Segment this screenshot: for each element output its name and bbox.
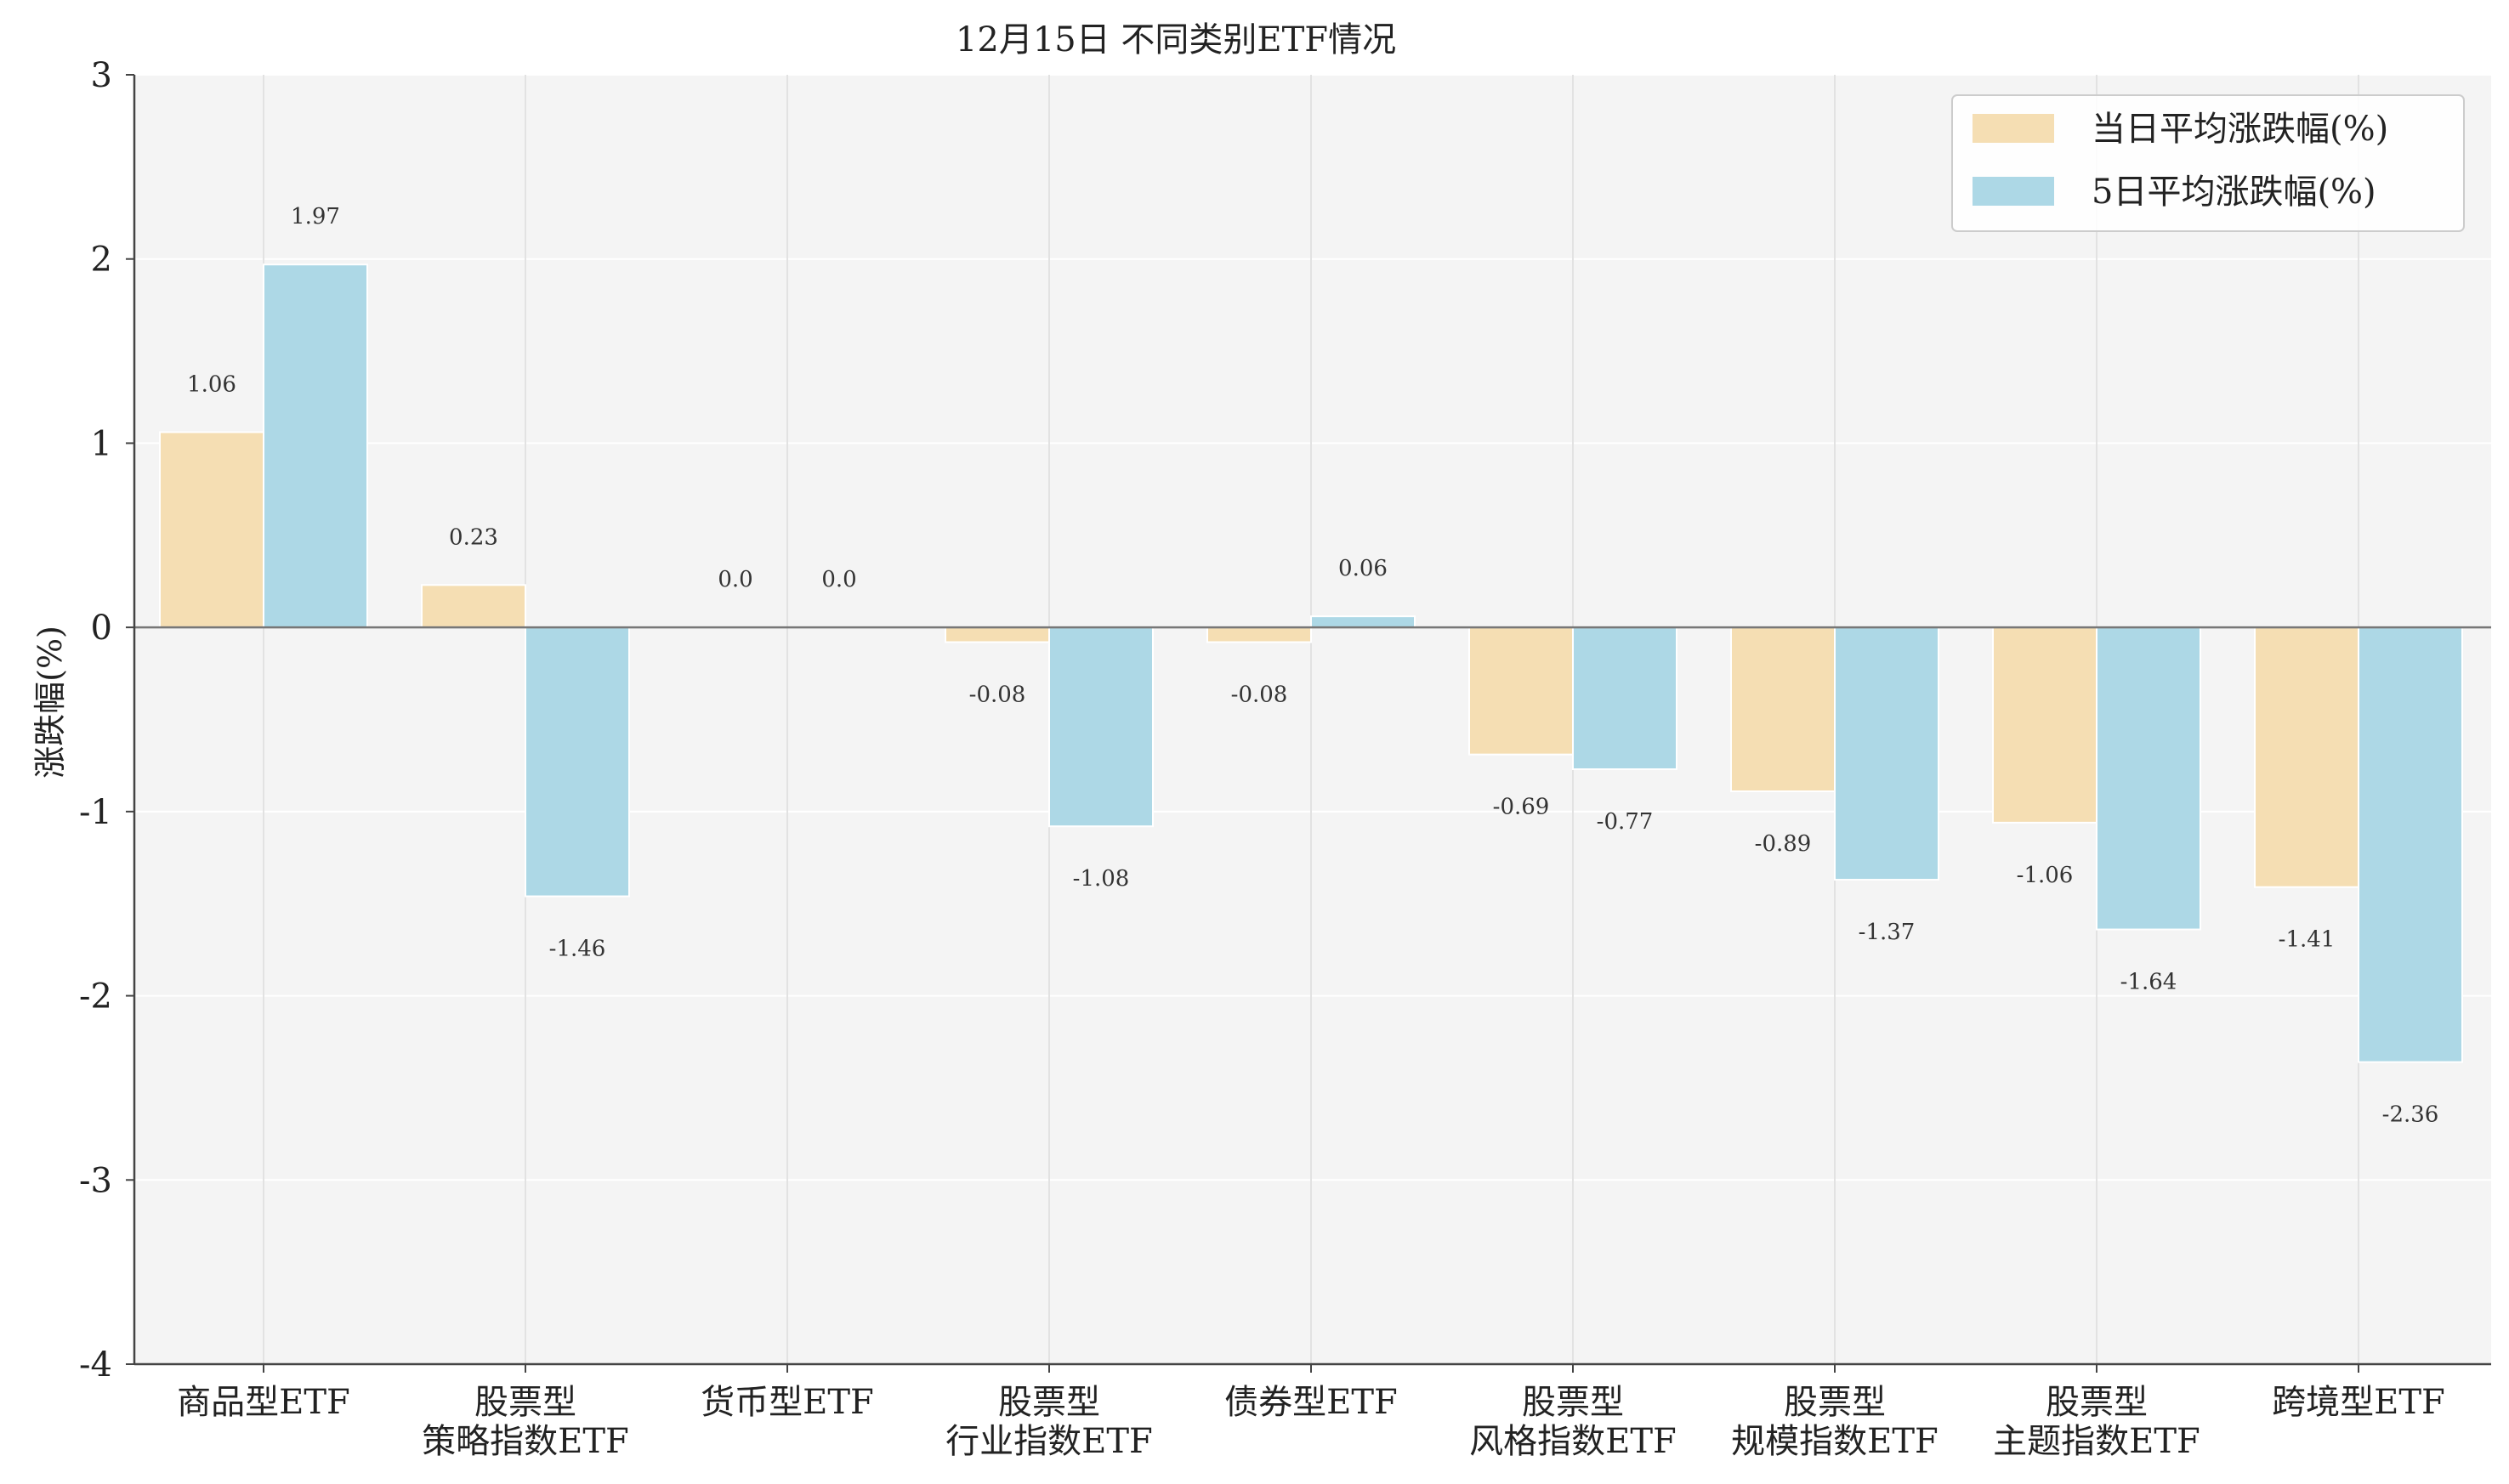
legend-swatch-5day [1973,177,2054,206]
x-tick-label: 股票型 [474,1383,576,1422]
data-label: -2.36 [2382,1102,2439,1128]
x-tick-label: 货币型ETF [701,1383,874,1422]
y-tick-label: -2 [79,977,112,1017]
y-axis-label: 涨跌幅(%) [31,626,69,779]
data-label: 0.06 [1338,556,1388,581]
bar-daily [2254,626,2359,888]
bar-5day [263,263,368,629]
bar-daily [159,431,264,629]
data-label: -1.06 [2017,863,2074,888]
bar-5day [2358,626,2463,1063]
x-tick-label: 股票型 [1784,1383,1886,1422]
legend-swatch-daily [1973,114,2054,143]
data-label: 1.06 [187,371,236,397]
data-label: -0.69 [1493,795,1550,820]
bar-daily [1730,626,1836,793]
y-tick-label: -1 [79,793,112,832]
x-tick-label: 股票型 [2046,1383,2148,1422]
y-tick-label: -4 [79,1345,112,1385]
x-tick-label: 主题指数ETF [1993,1422,2200,1461]
bar-daily [1992,626,2097,824]
data-label: -1.41 [2279,927,2336,953]
data-label: 0.0 [718,567,752,592]
data-label: -1.08 [1073,866,1130,892]
data-label: -1.64 [2120,970,2177,995]
legend-label-5day: 5日平均涨跌幅(%) [2092,173,2376,212]
y-tick-label: 0 [91,609,112,648]
bar-daily [1468,626,1574,756]
bar-5day [2096,626,2201,931]
legend-box [1951,94,2465,232]
data-label: 0.23 [449,524,498,550]
x-tick-label: 行业指数ETF [945,1422,1153,1461]
bar-5day [1834,626,1939,881]
bar-5day [1048,626,1154,828]
bar-5day [1572,626,1677,771]
data-label: -1.37 [1859,920,1916,945]
bar-5day [1310,615,1416,629]
bar-daily [421,584,526,629]
y-tick-label: 1 [91,424,112,463]
data-label: 1.97 [291,204,340,229]
x-tick-label: 商品型ETF [177,1383,350,1422]
x-tick-label: 跨境型ETF [2272,1383,2445,1422]
data-label: -0.08 [1231,682,1288,707]
legend-label-daily: 当日平均涨跌幅(%) [2092,110,2388,149]
data-label: -0.08 [969,682,1026,707]
bar-daily [945,626,1050,643]
data-label: -0.77 [1597,809,1654,835]
x-tick-label: 股票型 [998,1383,1100,1422]
y-tick-label: -3 [79,1161,112,1200]
x-tick-label: 风格指数ETF [1469,1422,1677,1461]
y-tick-label: 2 [91,241,112,280]
bar-daily [1206,626,1312,643]
y-tick-label: 3 [91,56,112,95]
data-label: 0.0 [821,567,856,592]
x-tick-label: 策略指数ETF [422,1422,629,1461]
data-label: -1.46 [549,937,606,962]
x-tick-label: 债券型ETF [1224,1383,1398,1422]
chart-title: 12月15日 不同类别ETF情况 [956,20,1396,59]
x-tick-label: 规模指数ETF [1731,1422,1939,1461]
legend: 当日平均涨跌幅(%) 5日平均涨跌幅(%) [1951,94,2465,232]
x-tick-label: 股票型 [1522,1383,1624,1422]
data-label: -0.89 [1755,831,1812,857]
bar-5day [525,626,630,898]
